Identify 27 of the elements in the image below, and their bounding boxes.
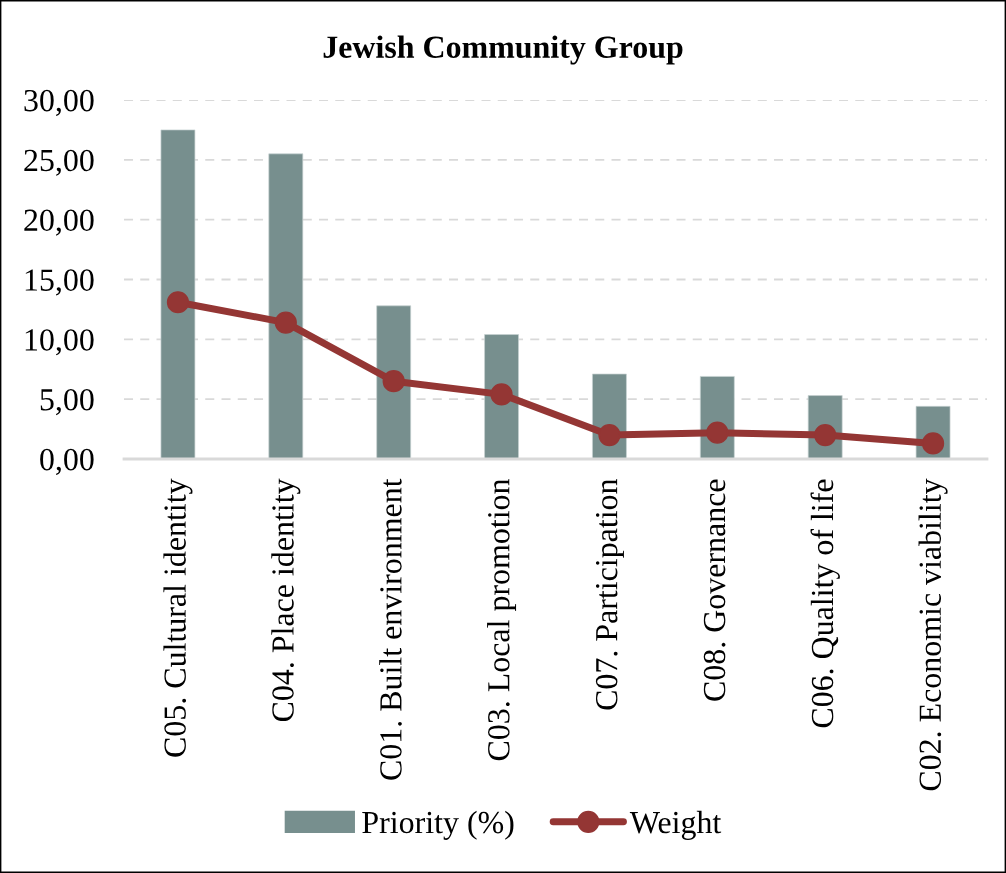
y-tick-label: 5,00 — [40, 389, 94, 416]
point — [166, 291, 190, 314]
y-tick-label: 15,00 — [25, 269, 94, 296]
point — [274, 311, 297, 334]
chart-title: Jewish Community Group — [323, 35, 683, 65]
bar — [268, 153, 304, 459]
y-tick-label: 10,00 — [25, 329, 94, 356]
x-tick-label: C03. Local promotion — [487, 478, 517, 761]
x-tick-label: C05. Cultural identity — [163, 478, 193, 757]
legend-label: Priority (%) — [362, 810, 514, 840]
y-tick-label: 20,00 — [24, 209, 94, 236]
x-tick-label: C04. Place identity — [271, 478, 301, 722]
x-tick-label: C07. Participation — [595, 478, 624, 710]
point — [490, 383, 513, 406]
point — [706, 421, 729, 444]
point — [598, 423, 621, 447]
bar — [376, 305, 412, 459]
x-tick-label: C08. Governance — [703, 479, 726, 701]
point — [382, 370, 405, 393]
y-tick-label: 0,00 — [40, 448, 94, 475]
bar — [160, 129, 196, 459]
legend-label: Weight — [629, 810, 722, 840]
y-tick-label: 25,00 — [24, 149, 94, 176]
y-tick-label: 30,00 — [24, 89, 94, 116]
x-tick-label: C01. Built environment — [379, 478, 402, 780]
x-tick-label: C02. Economic viability — [918, 478, 948, 791]
x-tick-label: C06. Quality of life — [810, 479, 840, 728]
